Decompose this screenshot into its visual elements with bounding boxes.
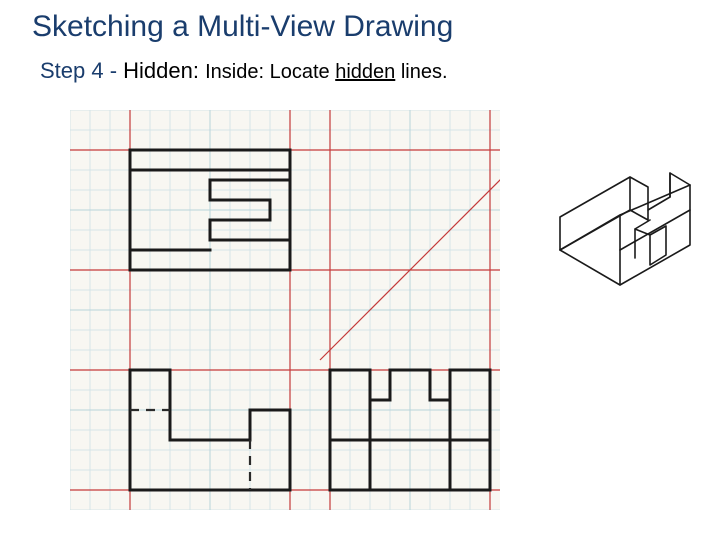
step-inside-suffix: lines. bbox=[395, 61, 447, 83]
page-title: Sketching a Multi-View Drawing bbox=[32, 10, 453, 44]
step-inside-prefix: Inside: Locate bbox=[205, 61, 335, 83]
step-instruction: Step 4 - Hidden: Inside: Locate hidden l… bbox=[40, 58, 448, 84]
multiview-drawing bbox=[70, 110, 500, 510]
step-label: Step 4 - bbox=[40, 58, 123, 83]
isometric-view bbox=[540, 155, 705, 315]
step-hidden: Hidden: bbox=[123, 58, 199, 83]
step-hidden-underlined: hidden bbox=[335, 61, 395, 83]
